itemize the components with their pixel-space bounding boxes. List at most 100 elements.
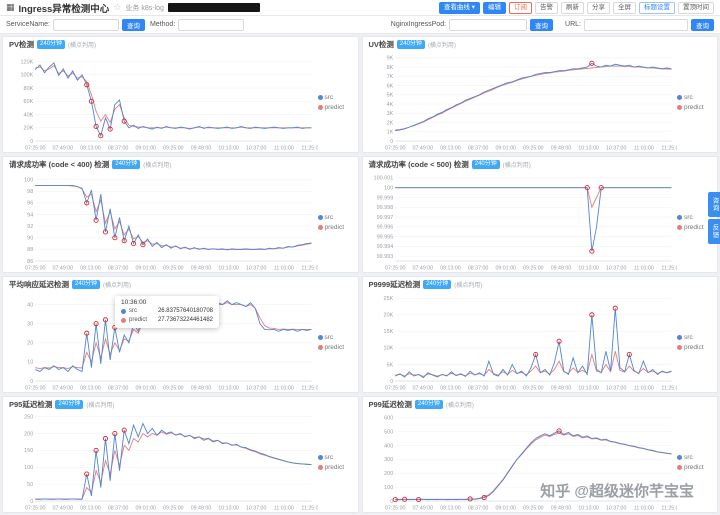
servicename-search-button[interactable]: 查询 bbox=[121, 18, 145, 31]
y-tick-label: 99.995 bbox=[376, 234, 393, 240]
legend-item-src[interactable]: src bbox=[677, 94, 715, 101]
chart-canvas[interactable]: 120K 100K 80K 60K 40K 20K 007:25:00 07:49:00 08:… bbox=[5, 51, 318, 153]
x-tick-label: 10:37:00 bbox=[246, 506, 266, 512]
header-button[interactable]: 告警 bbox=[535, 1, 558, 14]
x-tick-label: 07:25:00 bbox=[385, 506, 405, 512]
legend-item-src[interactable]: src bbox=[677, 454, 715, 461]
x-tick-label: 09:49:00 bbox=[191, 506, 211, 512]
x-tick-label: 11:01:00 bbox=[274, 146, 294, 152]
chart-canvas[interactable]: 600 500 400 300 200 100 007:25:00 07:49:00 08:13… bbox=[365, 411, 678, 513]
y-tick-label: 100 bbox=[24, 177, 33, 183]
header-button[interactable]: 查看曲线 ▾ bbox=[438, 1, 480, 14]
panel-note: (横点判用) bbox=[103, 283, 132, 289]
legend-item-predict[interactable]: predict bbox=[677, 344, 715, 351]
anomaly-marker bbox=[130, 241, 137, 247]
chart-canvas[interactable]: 9K 8K 7K 6K 5K 4K 3K 2K 1K 007:25:00 07:49:00 08:13… bbox=[365, 51, 678, 153]
legend-item-predict[interactable]: predict bbox=[317, 344, 356, 351]
star-icon[interactable]: ☆ bbox=[113, 2, 122, 12]
anomaly-marker bbox=[84, 471, 90, 477]
predict-series-dot bbox=[317, 344, 323, 350]
legend-item-predict[interactable]: predict bbox=[677, 104, 715, 111]
x-tick-label: 10:37:00 bbox=[606, 386, 626, 392]
legend-item-predict[interactable]: predict bbox=[317, 464, 356, 471]
servicename-filter: ServiceName: 查询 bbox=[6, 18, 145, 31]
y-tick-label: 99.993 bbox=[376, 254, 393, 260]
page-title: Ingress异常检测中心 bbox=[18, 3, 110, 15]
y-tick-label: 1K bbox=[386, 130, 393, 136]
panel-header: P95延迟检测 240分钟 (横点判用) bbox=[3, 397, 358, 410]
anomaly-marker bbox=[415, 497, 421, 503]
panel-note: (横点判用) bbox=[86, 403, 115, 409]
x-tick-label: 08:37:00 bbox=[108, 506, 128, 512]
url-search-button[interactable]: 查询 bbox=[691, 18, 714, 31]
src-line bbox=[394, 187, 671, 252]
anomaly-marker bbox=[598, 185, 604, 191]
y-tick-label: 10K bbox=[383, 346, 393, 352]
legend-item-predict[interactable]: predict bbox=[317, 104, 356, 111]
header-button[interactable]: 编辑 bbox=[483, 1, 506, 14]
anomaly-marker bbox=[392, 497, 398, 503]
legend-item-predict[interactable]: predict bbox=[317, 224, 356, 231]
legend-item-predict[interactable]: predict bbox=[677, 224, 715, 231]
legend-item-src[interactable]: src bbox=[677, 334, 715, 341]
y-tick-label: 15K bbox=[383, 329, 393, 335]
x-tick-label: 09:01:00 bbox=[495, 266, 515, 272]
y-tick-label: 500 bbox=[384, 429, 393, 435]
legend-item-src[interactable]: src bbox=[317, 334, 356, 341]
legend-item-src[interactable]: src bbox=[317, 214, 356, 221]
side-tab-consult[interactable]: 咨询 bbox=[708, 192, 720, 217]
x-tick-label: 09:01:00 bbox=[136, 266, 156, 272]
servicename-input[interactable] bbox=[52, 18, 119, 31]
anomaly-marker bbox=[140, 242, 146, 248]
url-input[interactable] bbox=[584, 18, 688, 31]
chart-canvas[interactable]: 250 200 150 100 50 007:25:00 07:49:00 08:13:00 0… bbox=[5, 411, 318, 513]
x-tick-label: 10:13:00 bbox=[578, 266, 598, 272]
header-button[interactable]: 刷新 bbox=[561, 1, 584, 14]
header-button[interactable]: 订阅 bbox=[509, 1, 532, 14]
x-tick-label: 07:25:00 bbox=[25, 506, 45, 512]
legend-item-src[interactable]: src bbox=[677, 214, 715, 221]
panel-badge: 240分钟 bbox=[72, 280, 101, 289]
legend-item-predict[interactable]: predict bbox=[677, 464, 715, 471]
y-tick-label: 0 bbox=[30, 499, 33, 505]
panel-body: 100 98 96 94 92 90 88 86 07:25:00 07:49:00 08:13:0… bbox=[3, 170, 358, 273]
x-tick-label: 10:13:00 bbox=[578, 146, 598, 152]
legend-item-src[interactable]: src bbox=[317, 93, 356, 101]
y-tick-label: 5K bbox=[386, 362, 393, 368]
x-tick-label: 07:25:00 bbox=[25, 386, 45, 392]
header-button[interactable]: 分享 bbox=[587, 1, 610, 14]
legend-label-src: src bbox=[324, 93, 334, 101]
anomaly-marker bbox=[84, 330, 90, 336]
anomaly-marker bbox=[93, 123, 99, 129]
x-tick-label: 09:49:00 bbox=[550, 146, 570, 152]
redaction-bar bbox=[167, 3, 260, 12]
x-tick-label: 11:01:00 bbox=[633, 386, 653, 392]
y-tick-label: 0 bbox=[390, 379, 393, 385]
anomaly-marker bbox=[84, 200, 90, 206]
chart-canvas[interactable]: 25K 20K 15K 10K 5K 007:25:00 07:49:00 08:13:00 0… bbox=[365, 291, 678, 393]
side-tab-feedback[interactable]: 反馈 bbox=[708, 219, 720, 244]
y-tick-label: 0 bbox=[30, 379, 33, 385]
legend-item-src[interactable]: src bbox=[317, 454, 356, 461]
panel-header: 平均响应延迟检测 240分钟 (横点判用) bbox=[3, 277, 358, 290]
y-tick-label: 99.994 bbox=[376, 244, 393, 250]
method-input[interactable] bbox=[178, 18, 245, 31]
y-tick-label: 96 bbox=[27, 201, 33, 207]
header-button[interactable]: 置顶时间 bbox=[678, 1, 714, 14]
chart-legend: src predict bbox=[317, 291, 356, 392]
x-tick-label: 08:13:00 bbox=[440, 146, 460, 152]
anomaly-marker bbox=[467, 496, 473, 502]
chart-canvas[interactable]: 100.001 100 99.999 99.998 99.997 99.996 99.995… bbox=[365, 171, 678, 273]
pod-input[interactable] bbox=[449, 18, 528, 31]
x-tick-label: 10:13:00 bbox=[578, 506, 598, 512]
legend-label-src: src bbox=[684, 333, 693, 341]
panel-body: 25K 20K 15K 10K 5K 0 07:25:00 07:49:00 08:13:00 0… bbox=[363, 290, 718, 393]
x-tick-label: 09:49:00 bbox=[191, 146, 211, 152]
servicename-label: ServiceName: bbox=[6, 21, 50, 28]
header-button[interactable]: 标题设置 bbox=[639, 1, 675, 14]
pod-search-button[interactable]: 查询 bbox=[530, 18, 554, 31]
header-button[interactable]: 全屏 bbox=[613, 1, 636, 14]
y-tick-label: 250 bbox=[24, 415, 33, 421]
